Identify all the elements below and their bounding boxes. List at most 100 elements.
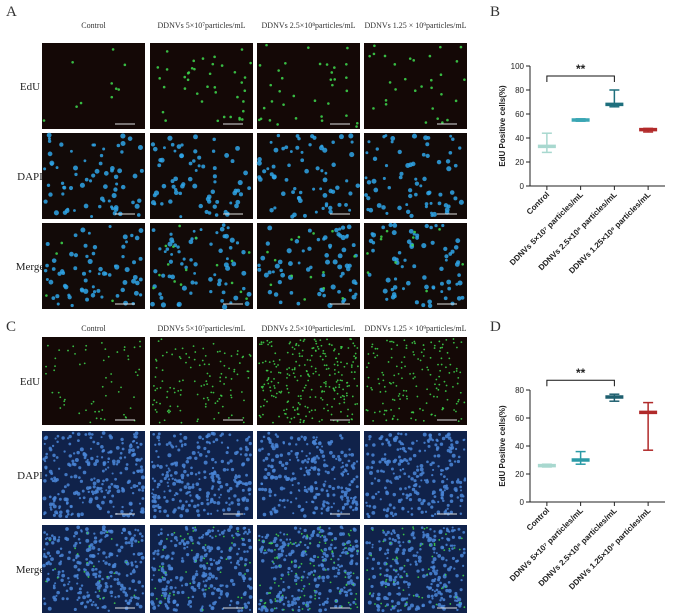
nucleus [459,553,464,558]
nucleus [340,564,344,568]
edu-cell [405,347,408,349]
nucleus [453,460,457,463]
edu-cell [438,375,441,378]
edu-cell [219,360,222,363]
nucleus [314,506,319,511]
row-label: DAPI [17,171,43,183]
nucleus [186,473,190,477]
edu-cell [270,394,273,397]
nucleus [422,275,427,280]
nucleus [91,251,96,256]
edu-cell [331,405,333,408]
nucleus [176,539,179,542]
nucleus [167,274,172,279]
nucleus [332,493,336,497]
nucleus [70,303,74,308]
nucleus [273,493,277,497]
nucleus [163,591,168,596]
edu-cell [384,102,388,106]
edu-cell [318,575,321,578]
nucleus [433,495,437,499]
edu-cell [304,604,307,606]
nucleus [219,493,222,496]
edu-cell [310,365,313,368]
nucleus [283,466,288,470]
nucleus [220,441,224,444]
nucleus [302,601,306,605]
edu-cell [338,386,341,389]
nucleus [46,551,51,555]
nucleus [100,445,104,449]
nucleus [182,257,186,261]
edu-cell [367,353,370,355]
edu-cell [59,396,62,399]
nucleus [157,604,160,607]
edu-cell [370,554,373,557]
nucleus [447,581,451,584]
nucleus [271,164,276,169]
nucleus [272,468,276,472]
nucleus [444,434,449,439]
nucleus [43,268,48,273]
edu-cell [378,382,381,385]
nucleus [328,589,332,593]
edu-cell [275,533,278,536]
nucleus [226,226,230,230]
nucleus [269,600,273,604]
edu-cell [243,76,247,79]
nucleus [53,496,57,499]
nucleus [257,448,262,452]
edu-cell [294,541,297,544]
edu-cell [412,526,414,529]
edu-cell [323,407,325,410]
nucleus [201,588,205,592]
edu-cell [273,258,277,262]
nucleus [157,503,160,506]
nucleus [453,544,456,547]
edu-cell [179,357,182,360]
edu-cell [296,408,299,411]
nucleus [315,454,319,458]
edu-cell [249,561,251,564]
nucleus [58,505,62,509]
nucleus [456,296,462,301]
nucleus [396,581,400,586]
nucleus [121,447,125,451]
nucleus [387,185,391,190]
nucleus [370,466,374,469]
nucleus [116,459,121,464]
edu-cell [319,355,322,358]
nucleus [335,185,340,190]
nucleus [428,537,433,541]
edu-cell [98,410,100,413]
edu-cell [242,100,245,103]
nucleus [55,166,59,170]
nucleus [261,496,266,501]
nucleus [107,485,112,489]
nucleus [81,271,87,276]
nucleus [420,479,423,482]
nucleus [211,149,216,153]
nucleus [345,541,349,545]
edu-cell [201,57,205,60]
edu-cell [55,252,58,255]
nucleus [433,590,436,593]
nucleus [173,494,176,497]
nucleus [120,141,126,147]
edu-cell [161,380,164,383]
nucleus [113,207,119,212]
edu-cell [322,559,325,562]
nucleus [287,603,291,608]
nucleus [235,241,240,245]
edu-cell [413,89,417,93]
nucleus [180,183,185,189]
nucleus [102,559,105,563]
nucleus [116,581,121,586]
image-background [42,337,145,425]
edu-cell [216,400,219,403]
edu-cell [392,341,395,344]
micrograph [364,43,467,129]
nucleus [286,499,289,502]
nucleus [100,436,103,439]
edu-cell [240,48,244,51]
